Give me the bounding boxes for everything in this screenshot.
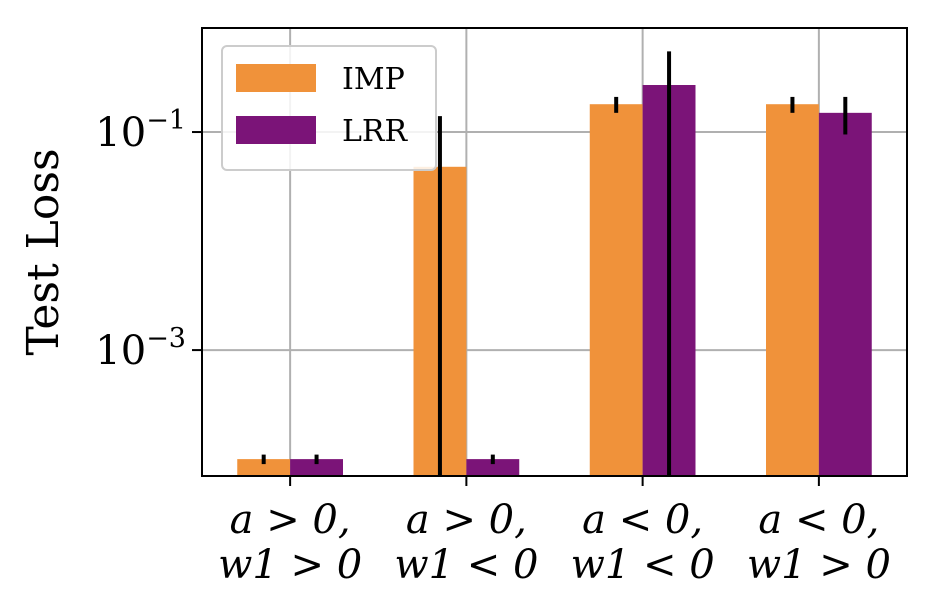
- x-tick-label-line1: a > 0,: [406, 497, 527, 543]
- legend-entry-lrr: LRR: [236, 114, 409, 149]
- x-tick-label-line2: w1 > 0: [747, 542, 891, 588]
- legend-label-imp: IMP: [342, 62, 405, 97]
- bar-imp: [766, 104, 819, 476]
- bar-lrr: [818, 112, 872, 476]
- x-tick-label-line1: a < 0,: [758, 497, 879, 543]
- x-tick-label-line1: a > 0,: [230, 497, 351, 543]
- legend-swatch-lrr: [236, 116, 316, 144]
- x-tick-label-line1: a < 0,: [582, 497, 703, 543]
- y-axis-label: Test Loss: [18, 148, 69, 355]
- legend: IMP LRR: [221, 45, 437, 171]
- x-tick-label-line2: w1 < 0: [571, 542, 715, 588]
- error-bars: [261, 51, 848, 476]
- legend-label-lrr: LRR: [342, 114, 409, 149]
- legend-swatch-imp: [236, 64, 316, 92]
- x-tick-label-line2: w1 > 0: [218, 542, 362, 588]
- y-tick-label-base: 10: [95, 110, 146, 156]
- y-tick-label-exponent: −1: [146, 105, 186, 136]
- y-tick-label: 10−1: [95, 105, 186, 156]
- plot-frame: [201, 27, 908, 477]
- bar-lrr: [290, 459, 343, 476]
- bar-imp: [237, 459, 291, 476]
- x-tick-label-line2: w1 < 0: [394, 542, 538, 588]
- legend-entry-imp: IMP: [236, 62, 405, 97]
- bar-lrr: [466, 459, 520, 476]
- y-tick-label-base: 10: [95, 328, 146, 374]
- y-tick-label: 10−3: [95, 323, 186, 374]
- x-axis-ticks: a > 0,w1 > 0a > 0,w1 < 0a < 0,w1 < 0a < …: [218, 476, 891, 588]
- bar-imp: [589, 104, 643, 476]
- y-axis-ticks: 10−310−1: [95, 105, 202, 374]
- y-tick-label-exponent: −3: [146, 323, 186, 354]
